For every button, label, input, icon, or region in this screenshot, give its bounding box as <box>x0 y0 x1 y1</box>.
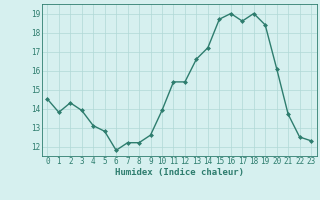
X-axis label: Humidex (Indice chaleur): Humidex (Indice chaleur) <box>115 168 244 177</box>
